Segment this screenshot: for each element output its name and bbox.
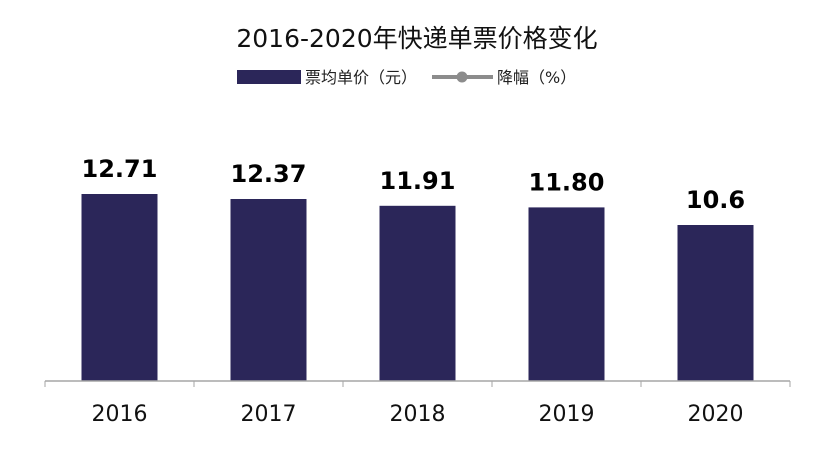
- x-tick-label-2018: 2018: [390, 402, 446, 427]
- bar-2017: [231, 199, 307, 381]
- data-labels: 12.71 12.37 11.91 11.80 10.6: [82, 155, 746, 214]
- data-label-2018: 11.91: [380, 167, 456, 195]
- data-label-2020: 10.6: [686, 186, 745, 214]
- bar-2020: [678, 225, 754, 381]
- bar-2016: [82, 194, 158, 381]
- chart-title: 2016-2020年快递单票价格变化: [236, 24, 597, 53]
- data-label-2017: 12.37: [231, 160, 307, 188]
- x-tick-label-2019: 2019: [539, 402, 595, 427]
- bar-2018: [380, 206, 456, 381]
- legend: 票均单价（元） 降幅（%）: [237, 68, 576, 87]
- data-label-2019: 11.80: [529, 168, 605, 196]
- bar-2019: [529, 207, 605, 381]
- x-axis-ticks: 2016 2017 2018 2019 2020: [45, 381, 790, 427]
- x-tick-label-2020: 2020: [688, 402, 744, 427]
- x-tick-label-2016: 2016: [92, 402, 148, 427]
- legend-marker-dot: [457, 72, 468, 83]
- legend-label-decline: 降幅（%）: [497, 68, 576, 87]
- legend-marker-bar: [237, 70, 301, 84]
- legend-label-price: 票均单价（元）: [305, 68, 417, 87]
- data-label-2016: 12.71: [82, 155, 158, 183]
- bars: [82, 194, 754, 381]
- x-tick-label-2017: 2017: [241, 402, 297, 427]
